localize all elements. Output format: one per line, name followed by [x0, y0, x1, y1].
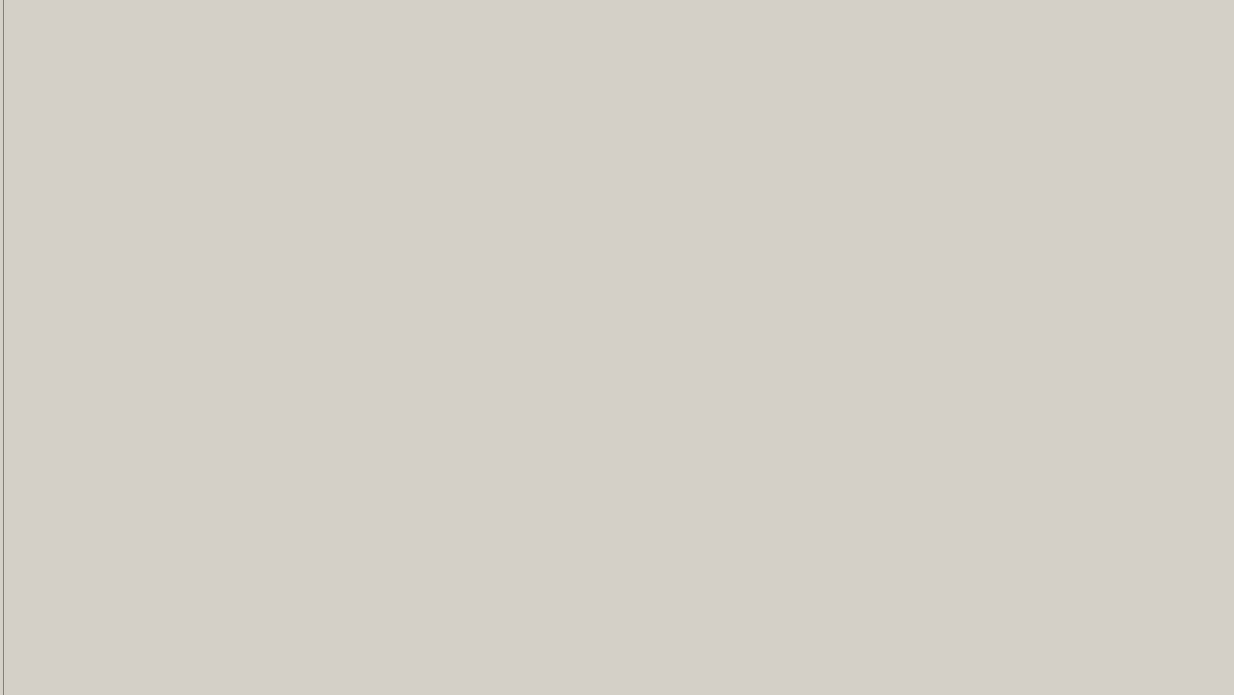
symbol-ohlc-readout: [16, 6, 20, 18]
window-left-edge: [3, 0, 4, 695]
